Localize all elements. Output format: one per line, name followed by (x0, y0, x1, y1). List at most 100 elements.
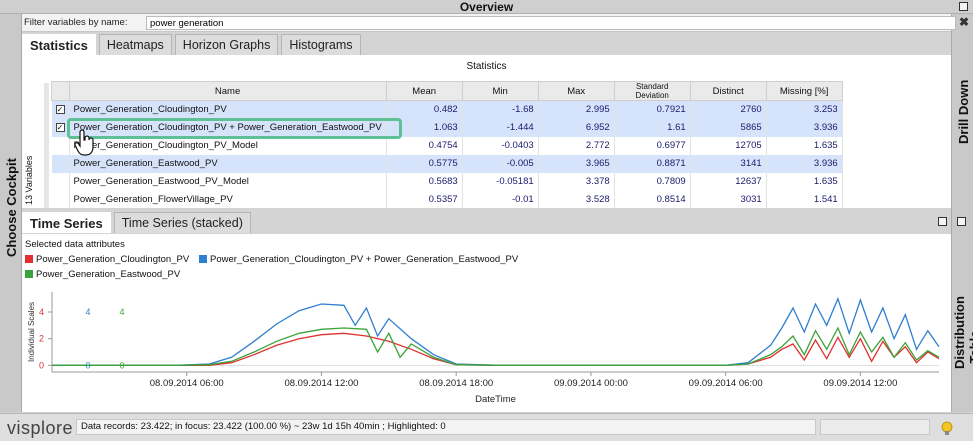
legend-swatch (199, 255, 207, 263)
tab-histograms[interactable]: Histograms (281, 34, 361, 55)
distribution-table-label[interactable]: Distribution Table (952, 296, 973, 369)
cell-mean: 1.063 (386, 118, 463, 137)
table-row[interactable]: Power_Generation_FlowerVillage_PV 0.5357-… (51, 190, 843, 209)
column-header-standard-deviation[interactable]: Standard Deviation (613, 81, 691, 101)
checkbox-checked[interactable]: ✓ (55, 122, 65, 132)
series-line (52, 332, 940, 366)
statistics-heading: Statistics (466, 61, 507, 72)
table-row[interactable]: ✓ Power_Generation_Cloudington_PV 0.482 -1.… (51, 100, 843, 119)
x-tick-label: 09.09.2014 06:00 (689, 378, 763, 389)
cell-missing: 1.635 (766, 172, 843, 191)
row-checkbox-cell[interactable]: ✓ (51, 118, 70, 137)
status-bar: visplore Data records: 23.422; in focus:… (0, 413, 973, 441)
variable-scrollbar[interactable] (44, 83, 49, 208)
filter-label: Filter variables by name: (24, 17, 128, 28)
choose-cockpit-panel[interactable]: Choose Cockpit (0, 14, 22, 412)
cell-max: 2.995 (538, 100, 615, 119)
row-checkbox-cell[interactable] (51, 136, 70, 155)
visplore-logo: visplore (7, 418, 74, 438)
cell-distinct: 3141 (690, 154, 767, 173)
variable-count: 13 Variables (24, 155, 34, 205)
cell-std: 0.7921 (614, 100, 691, 119)
checkbox-checked[interactable]: ✓ (55, 105, 65, 115)
y-tick-label: 4 (39, 307, 44, 317)
legend-label: Power_Generation_Cloudington_PV (36, 254, 190, 265)
cell-name[interactable]: Power_Generation_Cloudington_PV (69, 100, 387, 119)
cell-std: 0.7809 (614, 172, 691, 191)
maximize-icon[interactable] (959, 2, 968, 11)
cell-min: -0.0403 (462, 136, 539, 155)
close-icon[interactable]: ✖ (959, 15, 970, 29)
legend-item[interactable]: Power_Generation_Eastwood_PV (25, 269, 180, 280)
cell-mean: 0.4754 (386, 136, 463, 155)
row-checkbox-cell[interactable]: ✓ (51, 100, 70, 119)
right-side-panel: Drill Down Distribution Table (938, 14, 973, 412)
hand-cursor-icon (74, 130, 94, 156)
choose-cockpit-label[interactable]: Choose Cockpit (4, 158, 19, 257)
legend-swatch (25, 270, 33, 278)
maximize-icon[interactable] (957, 217, 966, 226)
cell-distinct: 2760 (690, 100, 767, 119)
column-header-missing[interactable]: Missing [%] (765, 81, 843, 101)
table-row[interactable]: Power_Generation_Eastwood_PV 0.5775 -0.005… (51, 154, 843, 173)
cell-missing: 3.253 (766, 100, 843, 119)
statistics-table: Name Mean Min Max Standard Deviation Dis… (51, 81, 843, 209)
filter-input[interactable] (146, 16, 956, 30)
series-line (52, 296, 940, 366)
tab-horizon-graphs[interactable]: Horizon Graphs (174, 34, 279, 55)
x-tick-label: 09.09.2014 12:00 (823, 378, 897, 389)
cell-min: -0.005 (462, 154, 539, 173)
legend-item[interactable]: Power_Generation_Cloudington_PV (25, 254, 189, 265)
cell-min: -0.01 (462, 190, 539, 209)
row-checkbox-cell[interactable] (51, 190, 70, 209)
cell-mean: 0.5775 (386, 154, 463, 173)
cell-mean: 0.5357 (386, 190, 463, 209)
cell-name[interactable]: Power_Generation_Eastwood_PV (69, 154, 387, 173)
column-header-name[interactable]: Name (68, 81, 387, 101)
legend-item[interactable]: Power_Generation_Cloudington_PV + Power_… (199, 254, 518, 265)
cell-std: 1.61 (614, 118, 691, 137)
top-tab-bar: Statistics Heatmaps Horizon Graphs Histo… (22, 34, 364, 56)
row-checkbox-cell[interactable] (51, 154, 70, 173)
column-header-max[interactable]: Max (537, 81, 615, 101)
table-row[interactable]: ✓ Power_Generation_Cloudington_PV + Power… (51, 118, 843, 137)
x-tick-label: 08.09.2014 18:00 (419, 378, 493, 389)
x-axis-title: DateTime (475, 394, 516, 405)
cell-missing: 1.635 (766, 136, 843, 155)
legend-label: Power_Generation_Cloudington_PV + Power_… (210, 254, 519, 265)
table-row[interactable]: Power_Generation_Eastwood_PV_Model 0.5683… (51, 172, 843, 191)
cell-missing: 3.936 (766, 118, 843, 137)
restore-icon[interactable] (938, 217, 947, 226)
row-checkbox-cell[interactable] (51, 172, 70, 191)
series-line (52, 326, 940, 366)
drill-down-label[interactable]: Drill Down (956, 79, 971, 144)
row-highlight-frame (67, 118, 402, 139)
series-axis-top-label: 4 (85, 307, 90, 317)
cell-distinct: 12705 (690, 136, 767, 155)
cell-name[interactable]: Power_Generation_FlowerVillage_PV (69, 190, 387, 209)
cell-min: -1.444 (462, 118, 539, 137)
lightbulb-icon[interactable] (941, 421, 953, 437)
tab-heatmaps[interactable]: Heatmaps (98, 34, 172, 55)
status-text: Data records: 23.422; in focus: 23.422 (… (76, 419, 816, 435)
time-series-panel: Selected data attributes Power_Generatio… (22, 234, 951, 412)
column-header-min[interactable]: Min (461, 81, 539, 101)
cell-name[interactable]: Power_Generation_Eastwood_PV_Model (69, 172, 387, 191)
column-header-distinct[interactable]: Distinct (689, 81, 767, 101)
table-row[interactable]: Power_Generation_Cloudington_PV_Model 0.4… (51, 136, 843, 155)
cell-distinct: 3031 (690, 190, 767, 209)
column-header-mean[interactable]: Mean (385, 81, 463, 101)
cell-max: 3.378 (538, 172, 615, 191)
x-tick-label: 09.09.2014 00:00 (554, 378, 628, 389)
tab-time-series-stacked[interactable]: Time Series (stacked) (113, 212, 251, 233)
cell-std: 0.8514 (614, 190, 691, 209)
x-tick-label: 08.09.2014 12:00 (284, 378, 358, 389)
cell-std: 0.8871 (614, 154, 691, 173)
cell-name[interactable]: Power_Generation_Cloudington_PV + Power_… (69, 118, 387, 137)
cell-name[interactable]: Power_Generation_Cloudington_PV_Model (69, 136, 387, 155)
window-title: Overview (459, 0, 514, 14)
bottom-tab-bar: Time Series Time Series (stacked) (22, 212, 254, 234)
tab-time-series[interactable]: Time Series (22, 212, 111, 233)
tab-statistics[interactable]: Statistics (22, 34, 96, 55)
